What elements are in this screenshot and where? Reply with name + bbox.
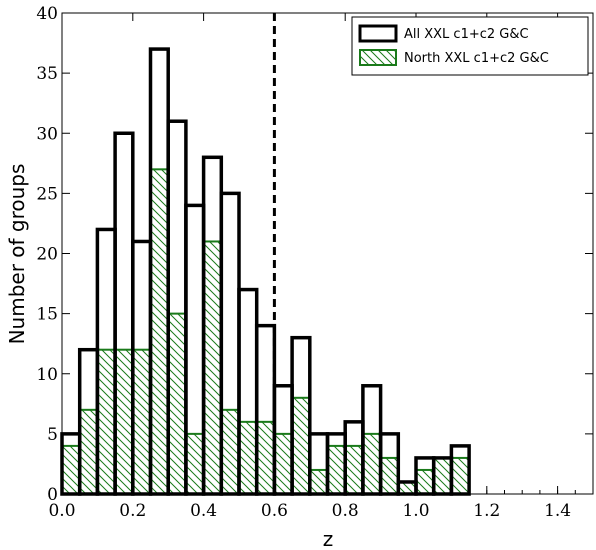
x-tick-label-1.0: 1.0 xyxy=(402,501,429,521)
x-tick-label-1.4: 1.4 xyxy=(544,501,571,521)
north-bar-3 xyxy=(114,348,134,496)
north-bar-1 xyxy=(78,408,99,496)
axis-ticks xyxy=(61,12,594,495)
north-bar-15 xyxy=(326,444,347,495)
legend-label-all: All XXL c1+c2 G&C xyxy=(404,27,529,42)
north-bar-22 xyxy=(450,456,471,495)
north-bar-16 xyxy=(344,444,364,495)
north-series-bars xyxy=(61,168,471,496)
tick-labels: 0.0 0.2 0.4 0.6 0.8 1.0 1.2 1.4 0 5 10 15 20 25 30 35 40 xyxy=(36,4,571,521)
north-bar-13 xyxy=(291,396,311,495)
legend-swatch-north xyxy=(359,49,397,66)
x-tick-label-0.2: 0.2 xyxy=(119,501,146,521)
y-tick-label-35: 35 xyxy=(36,64,58,84)
legend-label-north: North XXL c1+c2 G&C xyxy=(404,51,549,66)
y-tick-label-0: 0 xyxy=(47,485,58,505)
north-bar-11 xyxy=(255,420,276,496)
north-bar-7 xyxy=(184,432,205,495)
north-bar-18 xyxy=(379,456,400,495)
north-bar-21 xyxy=(432,456,453,495)
y-tick-label-25: 25 xyxy=(36,184,58,204)
y-tick-label-10: 10 xyxy=(36,365,58,385)
north-bar-4 xyxy=(131,348,152,496)
x-tick-label-1.2: 1.2 xyxy=(473,501,500,521)
north-bar-20 xyxy=(415,468,435,496)
north-bar-12 xyxy=(273,432,294,495)
x-tick-label-0.0: 0.0 xyxy=(48,501,75,521)
y-axis-label: Number of groups xyxy=(5,164,29,345)
north-bar-19 xyxy=(397,480,417,496)
x-tick-label-0.6: 0.6 xyxy=(261,501,288,521)
x-tick-label-0.8: 0.8 xyxy=(332,501,359,521)
north-bar-17 xyxy=(361,432,382,495)
north-bar-14 xyxy=(308,468,329,496)
y-tick-label-40: 40 xyxy=(36,4,58,24)
north-bar-0 xyxy=(61,444,81,495)
x-axis-label: z xyxy=(323,527,334,550)
north-bar-10 xyxy=(238,420,258,496)
y-tick-label-30: 30 xyxy=(36,124,58,144)
legend: All XXL c1+c2 G&C North XXL c1+c2 G&C xyxy=(351,16,589,76)
x-tick-label-0.4: 0.4 xyxy=(190,501,217,521)
north-bar-9 xyxy=(220,408,241,496)
y-tick-label-20: 20 xyxy=(36,245,58,265)
legend-swatch-all xyxy=(358,24,398,43)
y-tick-label-5: 5 xyxy=(47,425,58,445)
north-bar-2 xyxy=(96,348,117,496)
north-bar-5 xyxy=(149,168,170,495)
north-bar-6 xyxy=(167,312,187,495)
y-tick-label-15: 15 xyxy=(36,305,58,325)
north-bar-8 xyxy=(202,240,223,495)
